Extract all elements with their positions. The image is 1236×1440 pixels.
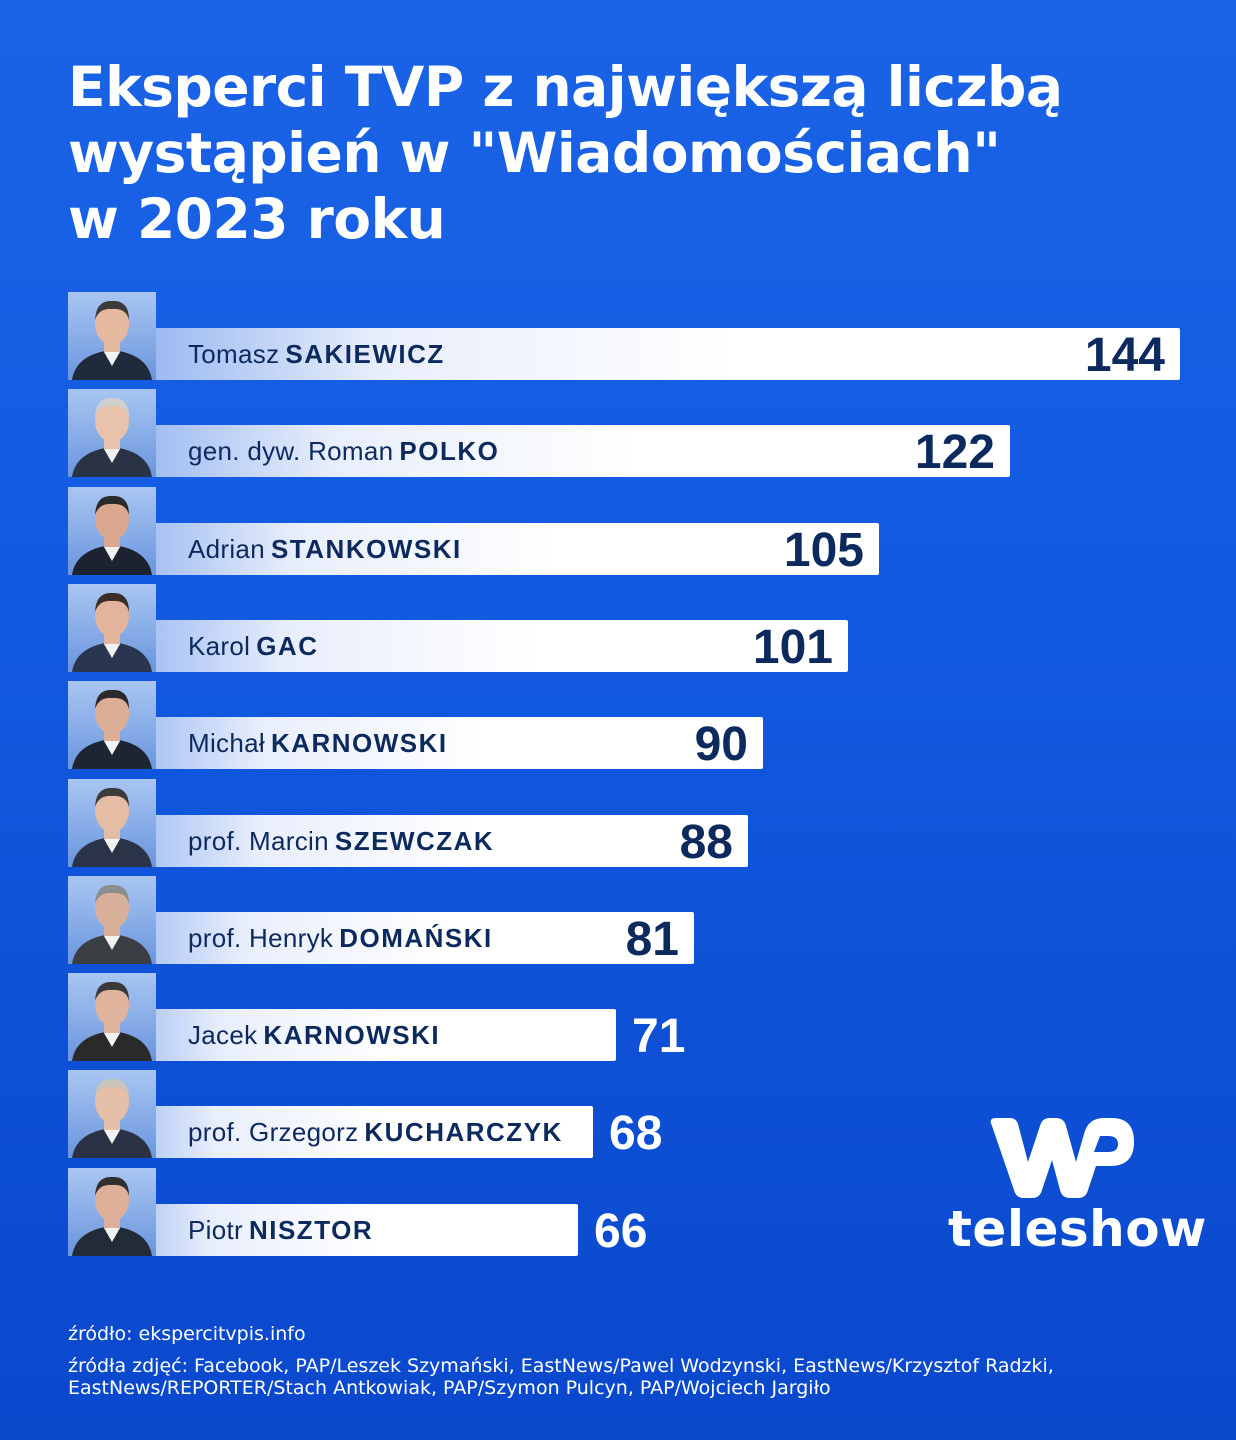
bar-label: Jacek KARNOWSKI [188,1009,440,1061]
bar-row: Michał KARNOWSKI 90 [68,681,1188,771]
first-name: Tomasz [188,339,280,369]
first-name: Jacek [188,1020,258,1050]
bar-label: Michał KARNOWSKI [188,717,448,769]
bar-label: Karol GAC [188,620,318,672]
title-line-1: Eksperci TVP z największą liczbą [68,55,1063,119]
source-note: źródło: ekspercitvpis.info [68,1323,306,1345]
bar [68,523,879,575]
title-line-2: wystąpień w "Wiadomościach" [68,121,1001,185]
title-line-3: w 2023 roku [68,187,446,251]
first-name: Karol [188,631,251,661]
last-name: SAKIEWICZ [285,339,445,369]
person-photo [68,584,156,672]
person-photo [68,389,156,477]
last-name: NISZTOR [248,1215,374,1245]
bar-label: gen. dyw. Roman POLKO [188,425,499,477]
first-name: prof. Grzegorz [188,1117,359,1147]
bar-row: prof. Henryk DOMAŃSKI 81 [68,876,1188,966]
person-photo [68,487,156,575]
chart-title: Eksperci TVP z największą liczbą wystąpi… [68,54,1168,252]
bar-label: prof. Marcin SZEWCZAK [188,815,494,867]
bar-label: Tomasz SAKIEWICZ [188,328,445,380]
data-label: 68 [609,1107,663,1160]
person-photo [68,681,156,769]
bar [68,717,763,769]
data-label: 144 [1084,329,1165,382]
first-name: prof. Henryk [188,923,334,953]
last-name: STANKOWSKI [270,534,462,564]
last-name: KUCHARCZYK [364,1117,563,1147]
bar [68,815,748,867]
wp-logo-icon [990,1118,1134,1198]
last-name: KARNOWSKI [270,728,448,758]
bar-row: Jacek KARNOWSKI 71 [68,973,1188,1063]
first-name: gen. dyw. Roman [188,436,394,466]
last-name: KARNOWSKI [263,1020,441,1050]
data-label: 90 [694,718,748,771]
first-name: Piotr [188,1215,243,1245]
data-label: 105 [783,524,864,577]
bar-row: Karol GAC 101 [68,584,1188,674]
bar-row: prof. Marcin SZEWCZAK 88 [68,779,1188,869]
person-photo [68,1168,156,1256]
person-photo [68,1070,156,1158]
bar-label: Piotr NISZTOR [188,1204,373,1256]
data-label: 81 [625,913,679,966]
person-photo [68,779,156,867]
first-name: Michał [188,728,265,758]
bar [68,328,1180,380]
bar [68,912,694,964]
first-name: prof. Marcin [188,826,329,856]
bar-row: Adrian STANKOWSKI 105 [68,487,1188,577]
last-name: SZEWCZAK [334,826,495,856]
bar-label: Adrian STANKOWSKI [188,523,462,575]
bar-row: gen. dyw. Roman POLKO 122 [68,389,1188,479]
last-name: DOMAŃSKI [339,923,493,953]
logo-text: teleshow [948,1200,1207,1258]
data-label: 101 [752,621,833,674]
last-name: POLKO [399,436,500,466]
data-label: 122 [914,426,995,479]
person-photo [68,876,156,964]
bar-label: prof. Henryk DOMAŃSKI [188,912,493,964]
data-label: 88 [679,816,733,869]
bar-row: Tomasz SAKIEWICZ 144 [68,292,1188,382]
person-photo [68,973,156,1061]
bar [68,620,848,672]
bar-row: prof. Grzegorz KUCHARCZYK 68 [68,1070,1188,1160]
bar-label: prof. Grzegorz KUCHARCZYK [188,1106,563,1158]
bar-row: Piotr NISZTOR 66 [68,1168,1188,1258]
bar [68,425,1010,477]
first-name: Adrian [188,534,265,564]
person-photo [68,292,156,380]
teleshow-logo: teleshow [944,1112,1206,1262]
bar [68,1009,616,1061]
data-label: 71 [632,1010,686,1063]
last-name: GAC [256,631,319,661]
photo-credits: źródła zdjęć: Facebook, PAP/Leszek Szyma… [68,1355,1054,1399]
data-label: 66 [594,1205,648,1258]
